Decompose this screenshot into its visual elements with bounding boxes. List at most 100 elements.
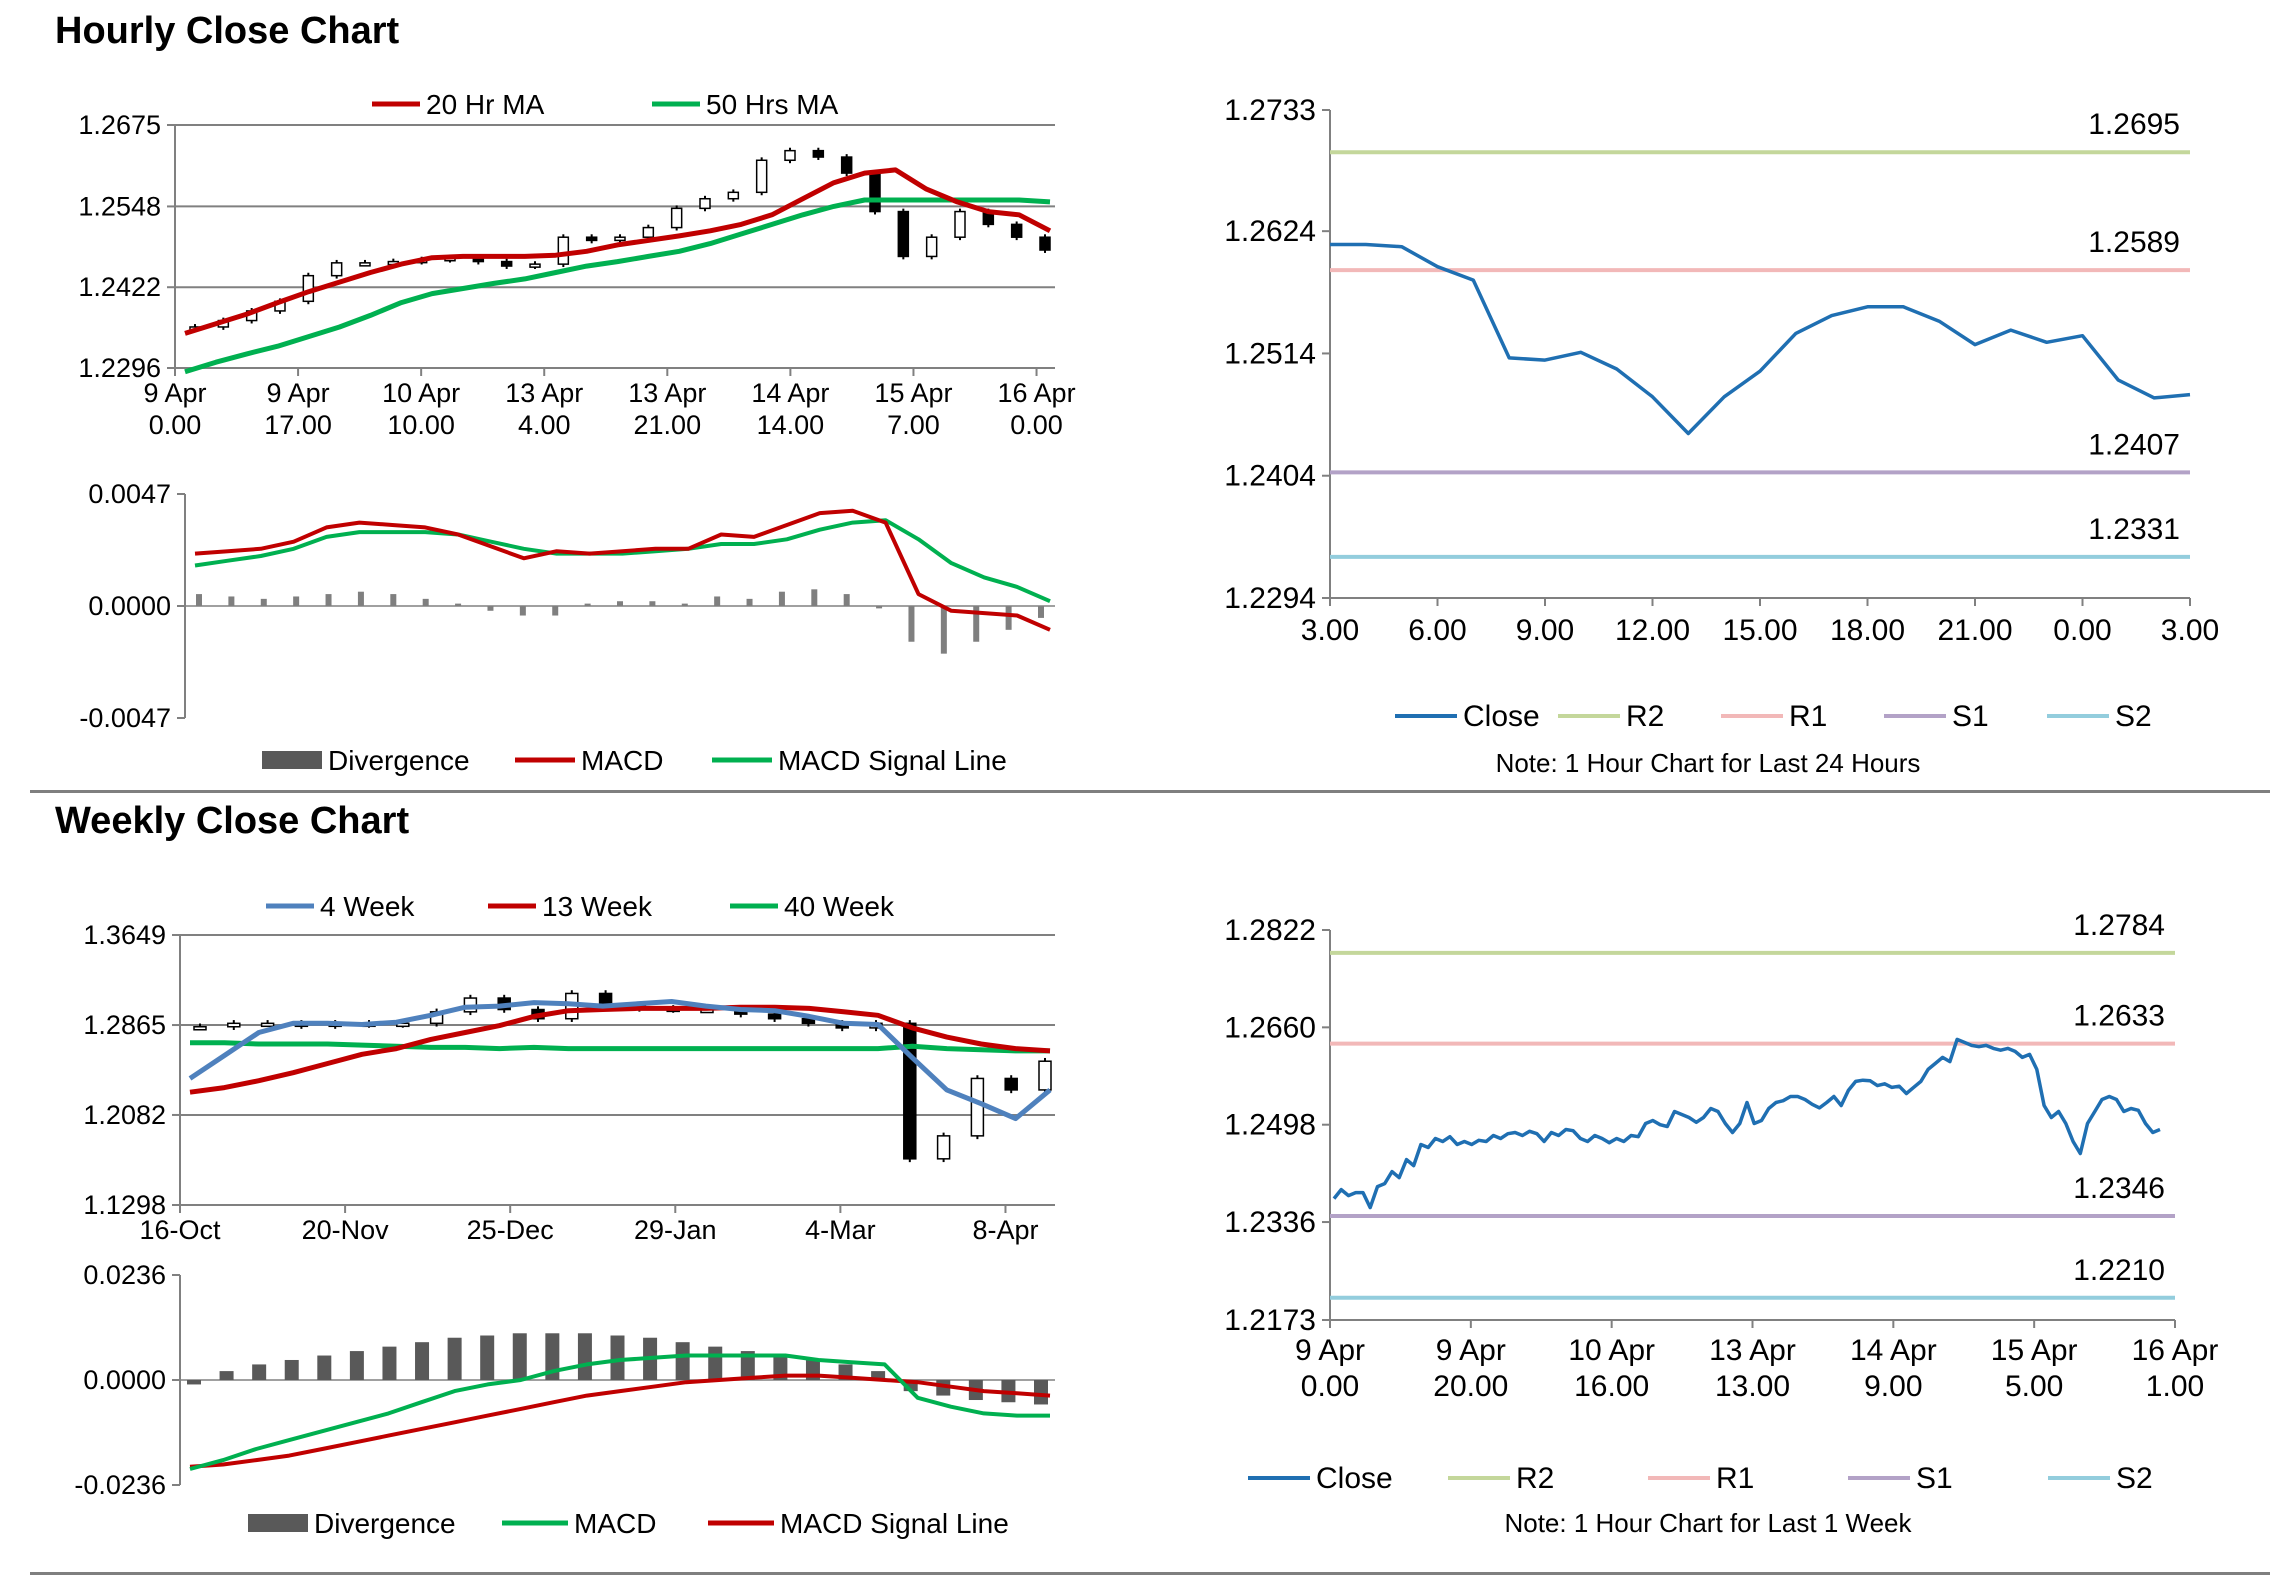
weekly_price-y-tick-label: 1.3649 xyxy=(83,920,166,950)
weekly_macd-divergence-bar xyxy=(610,1335,625,1380)
weekly_macd-divergence-bar xyxy=(415,1342,430,1380)
weekly_macd-divergence-bar xyxy=(740,1351,755,1380)
hourly_price-y-tick-label: 1.2422 xyxy=(78,272,161,302)
hourly_macd-divergence-bar xyxy=(519,606,526,616)
hourly_close_24h-x-tick-label: 6.00 xyxy=(1408,614,1466,647)
hourly_price-candle-body xyxy=(727,191,740,200)
hourly_price-candle-body xyxy=(642,226,655,238)
hourly_close_24h-y-tick-label: 1.2404 xyxy=(1224,460,1316,493)
weekly_close_1w-level-label-r1: 1.2633 xyxy=(2073,1000,2165,1033)
hourly-section-title: Hourly Close Chart xyxy=(55,10,400,52)
weekly_close_1w-y-tick-label: 1.2822 xyxy=(1224,914,1316,947)
hourly_close_24h-level-label-r2: 1.2695 xyxy=(2088,108,2180,141)
weekly-legend-13-week-label: 13 Week xyxy=(542,891,653,922)
weekly-section-title: Weekly Close Chart xyxy=(55,800,410,842)
weekly_macd-divergence-bar xyxy=(284,1359,299,1380)
hourly_close_24h-x-tick-label: 12.00 xyxy=(1615,614,1690,647)
hourly_close_24h-legend-r2-label: R2 xyxy=(1626,700,1664,733)
weekly_close_1w-level-label-s1: 1.2346 xyxy=(2073,1172,2165,1205)
hourly_close_24h-x-tick-label: 9.00 xyxy=(1516,614,1574,647)
hourly_close_24h-x-tick-label: 3.00 xyxy=(2161,614,2219,647)
weekly_price-x-tick-label: 29-Jan xyxy=(634,1215,717,1245)
hourly_price-candle-body xyxy=(925,236,938,258)
hourly_close_24h-legend-close-label: Close xyxy=(1463,700,1540,733)
weekly-legend-40-week-label: 40 Week xyxy=(784,891,895,922)
weekly_price-candle-body xyxy=(767,1013,782,1020)
hourly_close_24h-close-line xyxy=(1330,242,2191,436)
weekly_close_1w-legend-s2-label: S2 xyxy=(2116,1462,2153,1495)
weekly_macd-divergence-bar xyxy=(871,1371,886,1380)
hourly-macd-legend-macd-label: MACD xyxy=(581,745,663,776)
hourly_close_24h-legend-s1-label: S1 xyxy=(1952,700,1989,733)
hourly_price-candle-body xyxy=(897,210,910,258)
weekly_price-x-tick-label: 20-Nov xyxy=(302,1215,390,1245)
hourly_price-candle-body xyxy=(1039,236,1051,251)
hourly_price-x-tick-label: 14 Apr xyxy=(751,378,829,408)
weekly_close_1w-y-tick-label: 1.2173 xyxy=(1224,1304,1316,1337)
weekly_macd-y-tick-label: 0.0000 xyxy=(83,1365,166,1395)
weekly_price-candle-body xyxy=(227,1022,241,1028)
weekly_close_1w-legend-s1-label: S1 xyxy=(1916,1462,1953,1495)
hourly_macd-divergence-bar xyxy=(811,589,818,606)
weekly_price-x-tick-label: 25-Dec xyxy=(467,1215,554,1245)
hourly_macd-divergence-bar xyxy=(293,596,300,606)
weekly_close_1w-level-label-r2: 1.2784 xyxy=(2073,909,2165,942)
hourly_close_24h-level-label-r1: 1.2589 xyxy=(2088,226,2180,259)
weekly_close_1w-x-tick-label: 0.00 xyxy=(1301,1370,1359,1403)
hourly_price-x-tick-label: 17.00 xyxy=(264,410,332,440)
weekly_price-4-week-line xyxy=(188,999,1052,1122)
hourly_price-candle-body xyxy=(954,210,966,238)
hourly_price-y-tick-label: 1.2675 xyxy=(78,110,161,140)
weekly_close_1w-x-tick-label: 9.00 xyxy=(1864,1370,1922,1403)
weekly_close_1w-x-tick-label: 13.00 xyxy=(1715,1370,1790,1403)
hourly_macd-divergence-bar xyxy=(843,594,850,606)
hourly_price-x-tick-label: 7.00 xyxy=(887,410,940,440)
weekly_price-40-week-line xyxy=(190,1040,1050,1054)
hourly_macd-divergence-bar xyxy=(1005,606,1012,630)
weekly_close_1w-y-tick-label: 1.2336 xyxy=(1224,1206,1316,1239)
weekly_macd-macd-line xyxy=(189,1353,1050,1471)
hourly_price-candle-body xyxy=(840,156,853,174)
weekly_close_1w-x-tick-label: 13 Apr xyxy=(1709,1334,1796,1367)
weekly_macd-divergence-bar xyxy=(317,1355,332,1380)
hourly_macd-divergence-bar xyxy=(973,606,980,642)
hourly_price-x-tick-label: 13 Apr xyxy=(628,378,706,408)
weekly_macd-divergence-bar xyxy=(382,1346,397,1380)
weekly_close_1w-x-tick-label: 9 Apr xyxy=(1436,1334,1506,1367)
weekly_price-candle-body xyxy=(970,1077,985,1137)
hourly_macd-divergence-bar xyxy=(487,606,494,611)
weekly_close_1w-x-tick-label: 16.00 xyxy=(1574,1370,1649,1403)
weekly_macd-divergence-bar xyxy=(675,1342,690,1380)
weekly_macd-divergence-bar xyxy=(903,1380,918,1392)
hourly_price-x-tick-label: 14.00 xyxy=(757,410,825,440)
hourly_macd-y-tick-label: -0.0047 xyxy=(79,703,171,733)
weekly_close_1w-y-tick-label: 1.2660 xyxy=(1224,1011,1316,1044)
hourly_price-x-tick-label: 13 Apr xyxy=(505,378,583,408)
weekly_price-y-tick-label: 1.1298 xyxy=(83,1190,166,1220)
weekly-macd-legend-divergence-swatch xyxy=(248,1514,308,1532)
hourly_close_24h-x-tick-label: 18.00 xyxy=(1830,614,1905,647)
hourly_price-x-tick-label: 16 Apr xyxy=(998,378,1076,408)
hourly_close_24h-x-tick-label: 21.00 xyxy=(1937,614,2012,647)
weekly_close_1w-x-tick-label: 15 Apr xyxy=(1991,1334,2078,1367)
hourly_price-candle-body xyxy=(1010,223,1023,238)
hourly_price-candle-body xyxy=(784,149,796,162)
hourly_macd-y-tick-label: 0.0000 xyxy=(88,591,171,621)
hourly_macd-divergence-bar xyxy=(422,598,429,606)
section-divider-bottom xyxy=(30,1572,2270,1575)
hourly_close_24h-y-tick-label: 1.2733 xyxy=(1224,94,1316,127)
weekly-note: Note: 1 Hour Chart for Last 1 Week xyxy=(1504,1508,1912,1538)
hourly_macd-divergence-bar xyxy=(940,606,947,654)
hourly_macd-macd-signal-line-line xyxy=(194,518,1051,604)
hourly_macd-divergence-bar xyxy=(746,598,753,606)
hourly_price-y-tick-label: 1.2296 xyxy=(78,353,161,383)
weekly_macd-divergence-bar xyxy=(447,1337,462,1380)
weekly_price-candle-body xyxy=(936,1135,951,1160)
weekly_price-x-tick-label: 8-Apr xyxy=(972,1215,1038,1245)
hourly_price-x-tick-label: 10 Apr xyxy=(382,378,460,408)
weekly_close_1w-x-tick-label: 16 Apr xyxy=(2132,1334,2219,1367)
hourly_price-x-tick-label: 15 Apr xyxy=(874,378,952,408)
hourly_macd-divergence-bar xyxy=(617,601,623,606)
hourly_macd-divergence-bar xyxy=(876,606,883,609)
